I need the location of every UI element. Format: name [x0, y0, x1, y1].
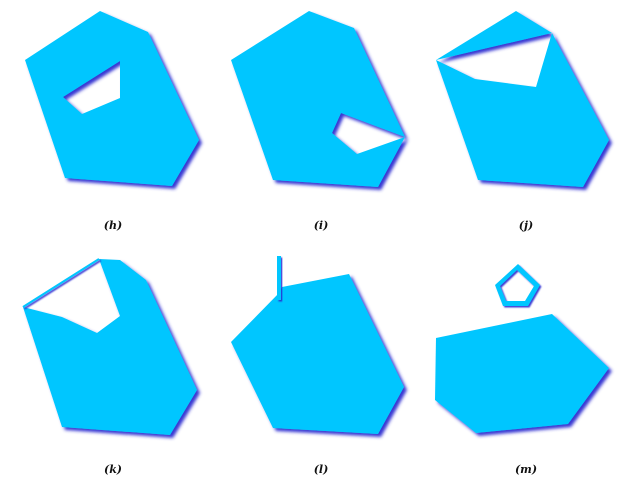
panel-i: (i) [231, 11, 405, 232]
panel-l: (l) [231, 256, 404, 476]
polygon-i [231, 11, 405, 187]
panel-h: (h) [25, 11, 199, 232]
caption-k: (k) [104, 463, 122, 476]
panel-m: (m) [435, 264, 609, 476]
polygon-m [435, 314, 609, 433]
polygon-j-top [436, 11, 552, 60]
polygon-k [23, 259, 197, 435]
outline-edge-k [22, 258, 100, 308]
polygon-h [25, 11, 199, 186]
caption-m: (m) [515, 463, 537, 476]
caption-i: (i) [314, 219, 329, 232]
polygon-l [231, 274, 404, 434]
panel-k: (k) [22, 258, 197, 476]
dangling-segment-l [277, 256, 281, 300]
caption-h: (h) [104, 219, 122, 232]
polygon-j-body [436, 33, 609, 187]
caption-j: (j) [519, 219, 533, 232]
ring-m [495, 264, 540, 306]
panel-j: (j) [436, 11, 609, 232]
caption-l: (l) [314, 463, 329, 476]
